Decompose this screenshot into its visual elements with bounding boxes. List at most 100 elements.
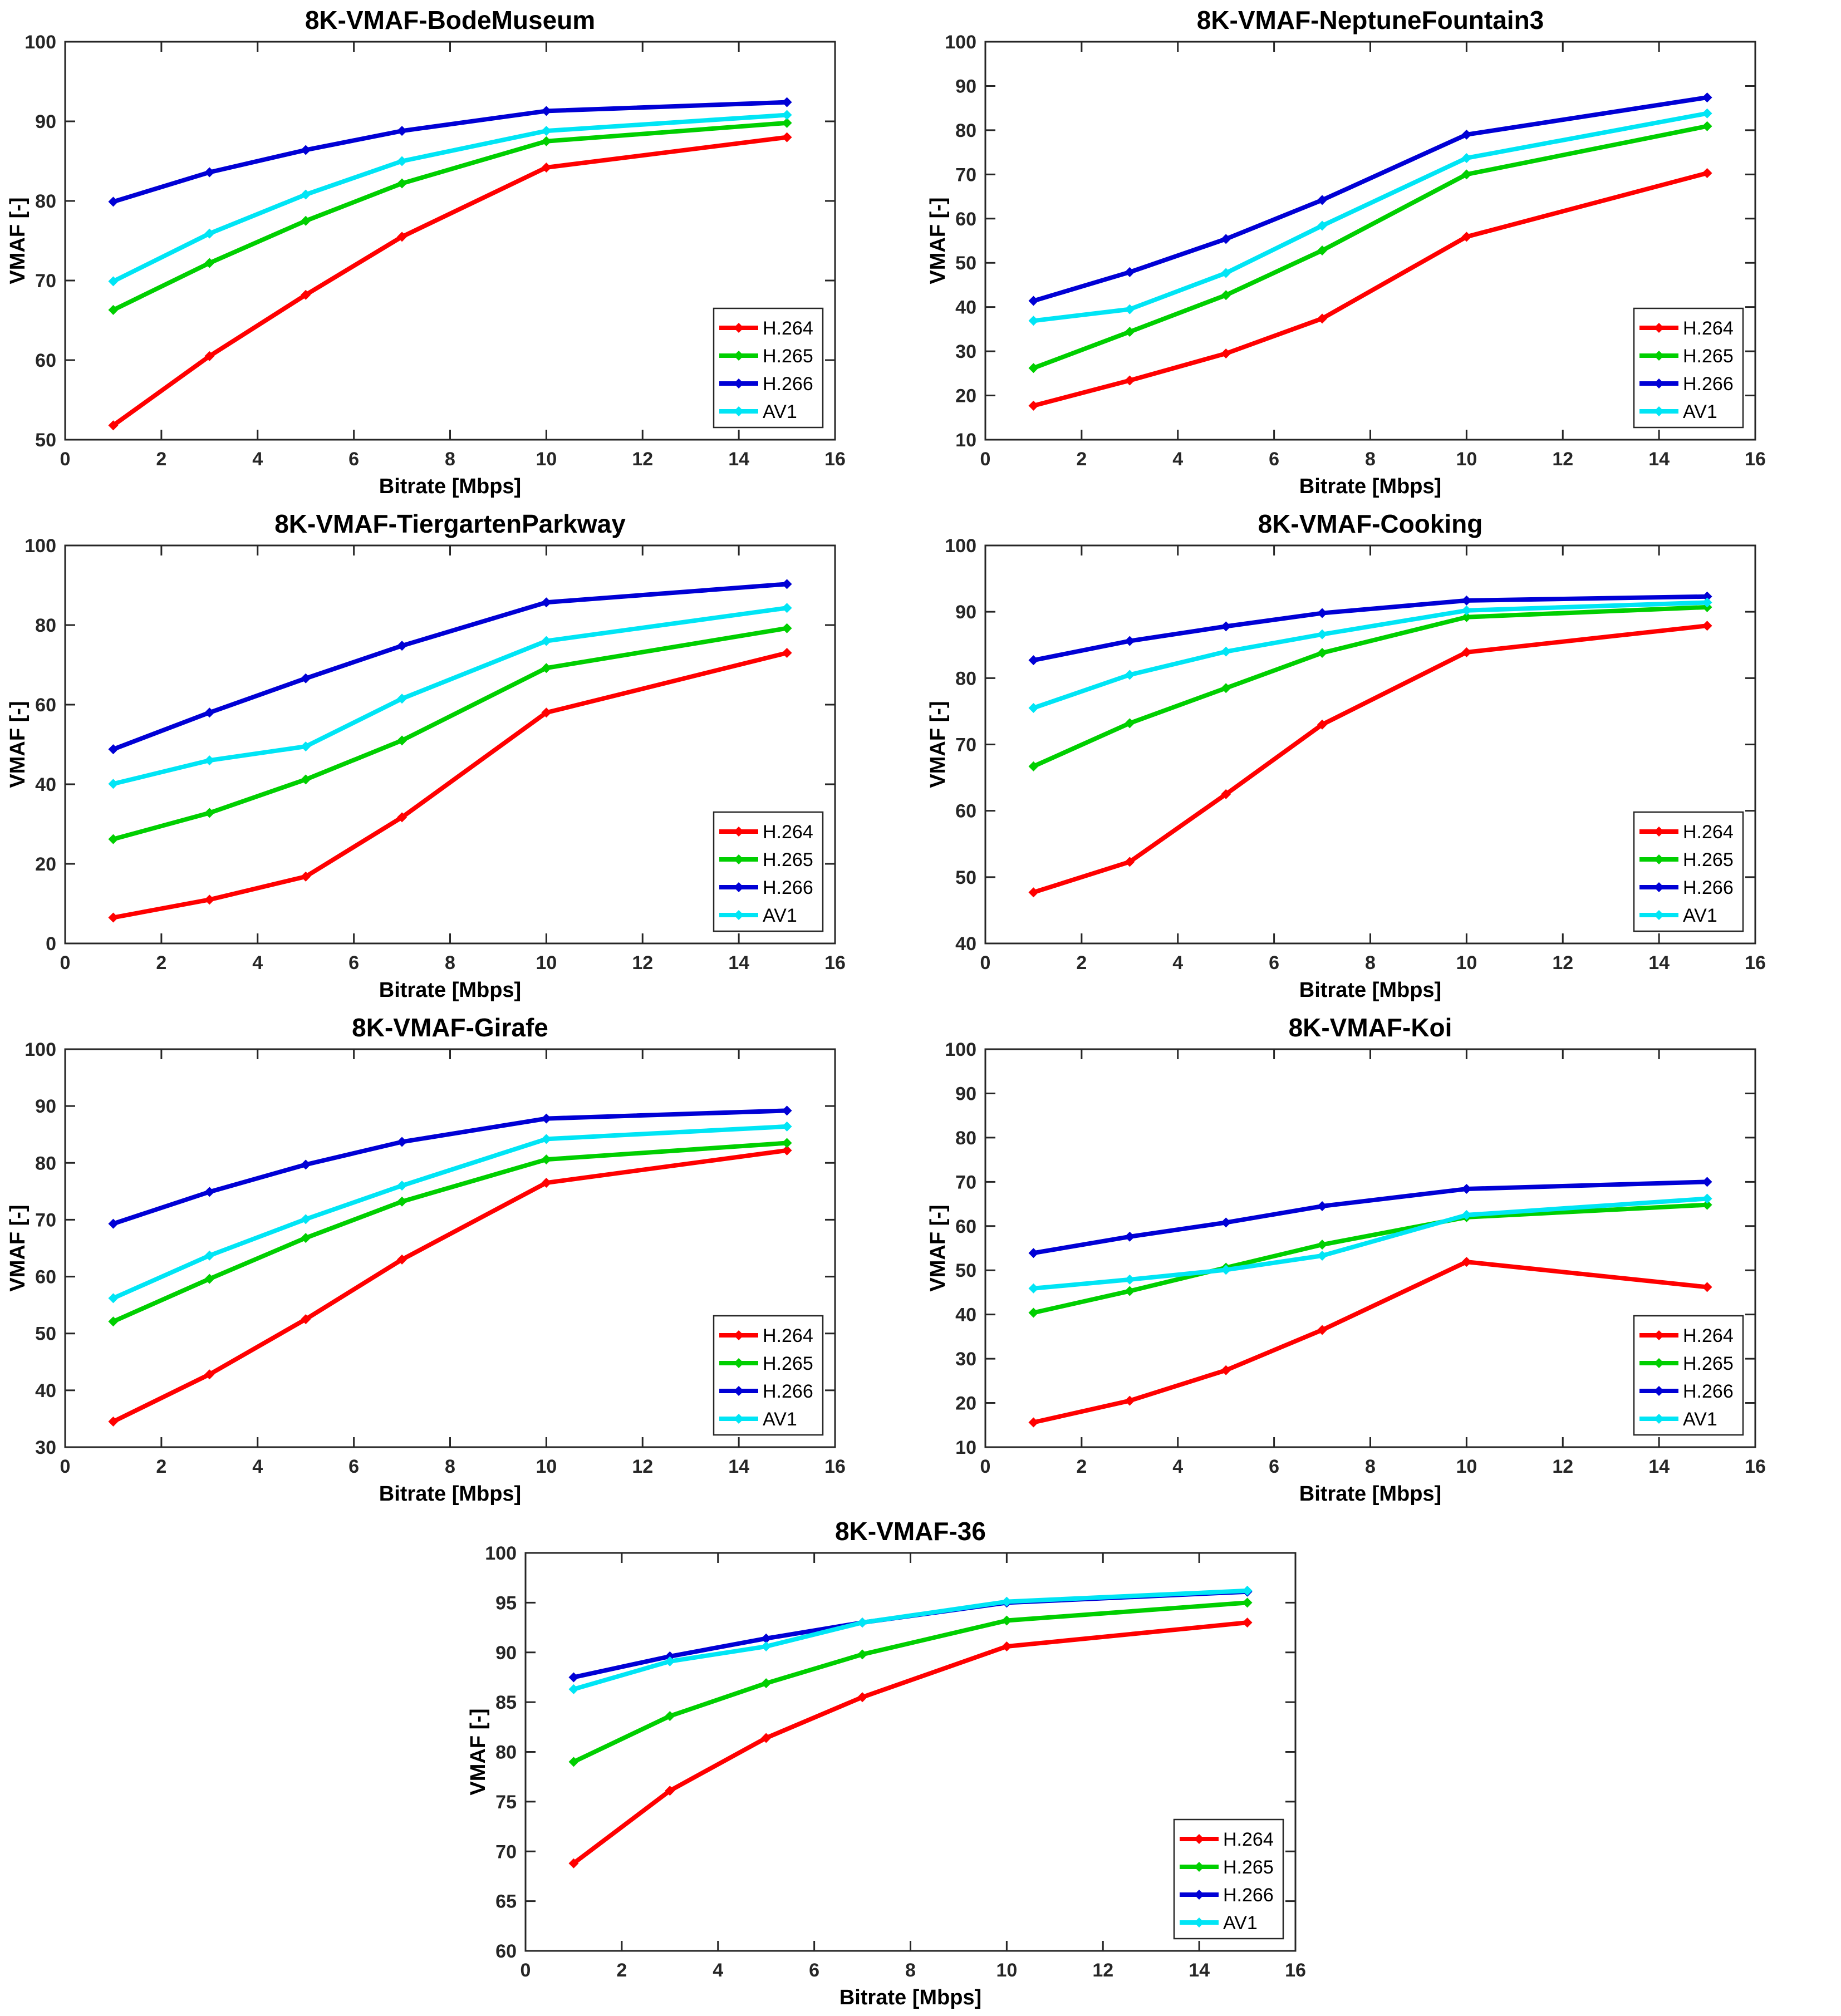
- series-marker-AV1: [1242, 1585, 1253, 1596]
- series-marker-H.265: [397, 178, 408, 189]
- legend-marker-H.264: [1194, 1834, 1204, 1844]
- y-tick-label: 10: [955, 1437, 976, 1458]
- series-line-AV1: [1031, 1196, 1710, 1291]
- x-tick-label: 16: [824, 1456, 846, 1477]
- series-line-H.264: [571, 1620, 1250, 1866]
- bottom-row: 0 2 4 6 8 10 12 14 16 60 65 70 75 80 85 90 95 100 8K-VMAF-…: [0, 1511, 1841, 2016]
- series-marker-H.266: [108, 744, 119, 755]
- series-marker-H.266: [1461, 129, 1472, 140]
- series-marker-H.264: [1125, 857, 1135, 867]
- series-marker-H.264: [761, 1733, 772, 1743]
- y-tick-label: 60: [955, 801, 976, 822]
- series-marker-H.265: [1317, 245, 1328, 255]
- series-marker-AV1: [301, 189, 311, 200]
- series-line-H.266: [1031, 1179, 1710, 1256]
- series-marker-AV1: [1028, 702, 1039, 713]
- x-tick-label: 14: [1648, 1456, 1670, 1477]
- series-marker-H.266: [782, 1105, 792, 1116]
- series-marker-AV1: [541, 126, 552, 136]
- y-tick-label: 80: [955, 1128, 976, 1149]
- series-marker-H.264: [782, 648, 792, 658]
- series-marker-H.264: [204, 1369, 215, 1380]
- y-tick-label: 100: [945, 32, 976, 53]
- series-marker-H.265: [1461, 612, 1472, 622]
- series-marker-H.264: [1702, 621, 1712, 631]
- series-marker-H.264: [541, 1178, 552, 1188]
- legend-marker-H.265: [734, 1358, 744, 1368]
- series-marker-H.265: [857, 1649, 868, 1660]
- legend-label-H.264: H.264: [1683, 318, 1734, 339]
- series-marker-H.266: [1702, 1177, 1712, 1187]
- x-tick-label: 4: [252, 952, 263, 973]
- y-tick-label: 50: [955, 1260, 976, 1281]
- series-marker-H.266: [108, 1218, 119, 1229]
- x-tick-label: 4: [713, 1960, 723, 1981]
- series-marker-H.266: [1028, 1248, 1039, 1258]
- legend-marker-AV1: [1194, 1917, 1204, 1928]
- y-axis-label: VMAF [-]: [6, 1204, 30, 1291]
- series-marker-H.266: [1702, 92, 1712, 103]
- y-tick-label: 60: [495, 1941, 517, 1962]
- y-axis-label: VMAF [-]: [926, 701, 950, 788]
- x-tick-label: 0: [60, 449, 71, 470]
- legend-marker-H.265: [1654, 1358, 1664, 1368]
- x-tick-label: 8: [905, 1960, 916, 1981]
- chart-title: 8K-VMAF-NeptuneFountain3: [1197, 6, 1544, 35]
- chart-svg-girafe: 0 2 4 6 8 10 12 14 16 30 40 50 60 70 80 90 100 8K-VMAF-Gi…: [6, 1013, 846, 1506]
- series-line-H.265: [111, 120, 789, 312]
- chart-tiergartenparkway: 0 2 4 6 8 10 12 14 16 0 20 40 60 80 100 8K-VMAF-Tiergar…: [0, 504, 920, 1007]
- series-marker-H.265: [782, 623, 792, 633]
- series-marker-H.265: [568, 1757, 579, 1767]
- series-marker-H.264: [1317, 1325, 1328, 1335]
- x-tick-label: 14: [728, 1456, 749, 1477]
- y-tick-label: 40: [35, 1380, 56, 1402]
- legend-label-H.264: H.264: [763, 822, 813, 843]
- series-marker-H.265: [1125, 1286, 1135, 1296]
- series-marker-H.264: [204, 894, 215, 905]
- series-marker-AV1: [761, 1641, 772, 1652]
- chart-36: 0 2 4 6 8 10 12 14 16 60 65 70 75 80 85 90 95 100 8K-VMAF-…: [460, 1511, 1381, 2015]
- x-axis-label: Bitrate [Mbps]: [840, 1986, 981, 2009]
- legend-marker-H.266: [1194, 1890, 1204, 1900]
- legend-label-H.266: H.266: [763, 373, 813, 395]
- series-marker-AV1: [1028, 316, 1039, 326]
- y-axis-label: VMAF [-]: [926, 1204, 950, 1291]
- x-tick-label: 12: [1552, 952, 1573, 973]
- x-tick-label: 16: [1745, 449, 1766, 470]
- series-marker-AV1: [301, 1214, 311, 1225]
- series-line-H.264: [1031, 170, 1710, 408]
- x-tick-label: 4: [1172, 952, 1183, 973]
- x-tick-label: 6: [348, 1456, 359, 1477]
- series-marker-AV1: [1125, 1274, 1135, 1285]
- legend-marker-H.266: [734, 882, 744, 892]
- x-tick-label: 0: [60, 1456, 71, 1477]
- x-tick-label: 0: [980, 952, 991, 973]
- legend-label-H.265: H.265: [1683, 1353, 1734, 1374]
- series-marker-H.265: [108, 1316, 119, 1327]
- y-tick-label: 90: [955, 602, 976, 623]
- series-marker-AV1: [301, 741, 311, 752]
- y-tick-label: 20: [955, 386, 976, 407]
- series-marker-H.266: [782, 97, 792, 107]
- series-marker-H.264: [1461, 647, 1472, 657]
- series-marker-H.266: [204, 167, 215, 178]
- series-marker-AV1: [1702, 597, 1712, 608]
- x-axis-label: Bitrate [Mbps]: [379, 1482, 521, 1506]
- x-tick-label: 2: [156, 449, 166, 470]
- series-marker-AV1: [782, 110, 792, 120]
- series-marker-AV1: [1317, 629, 1328, 640]
- legend-marker-AV1: [1654, 910, 1664, 920]
- series-marker-H.266: [1317, 1201, 1328, 1212]
- legend-marker-H.266: [1654, 882, 1664, 892]
- series-line-H.266: [1031, 95, 1710, 303]
- y-tick-label: 60: [955, 209, 976, 230]
- legend-label-H.266: H.266: [763, 1381, 813, 1402]
- series-marker-H.266: [1221, 234, 1231, 244]
- legend-label-H.265: H.265: [1683, 346, 1734, 367]
- series-marker-H.264: [665, 1786, 675, 1796]
- x-tick-label: 10: [1456, 449, 1477, 470]
- chart-title: 8K-VMAF-36: [835, 1517, 986, 1546]
- legend-marker-H.264: [1654, 1330, 1664, 1340]
- legend-marker-H.266: [1654, 378, 1664, 389]
- legend-label-H.266: H.266: [1683, 373, 1734, 395]
